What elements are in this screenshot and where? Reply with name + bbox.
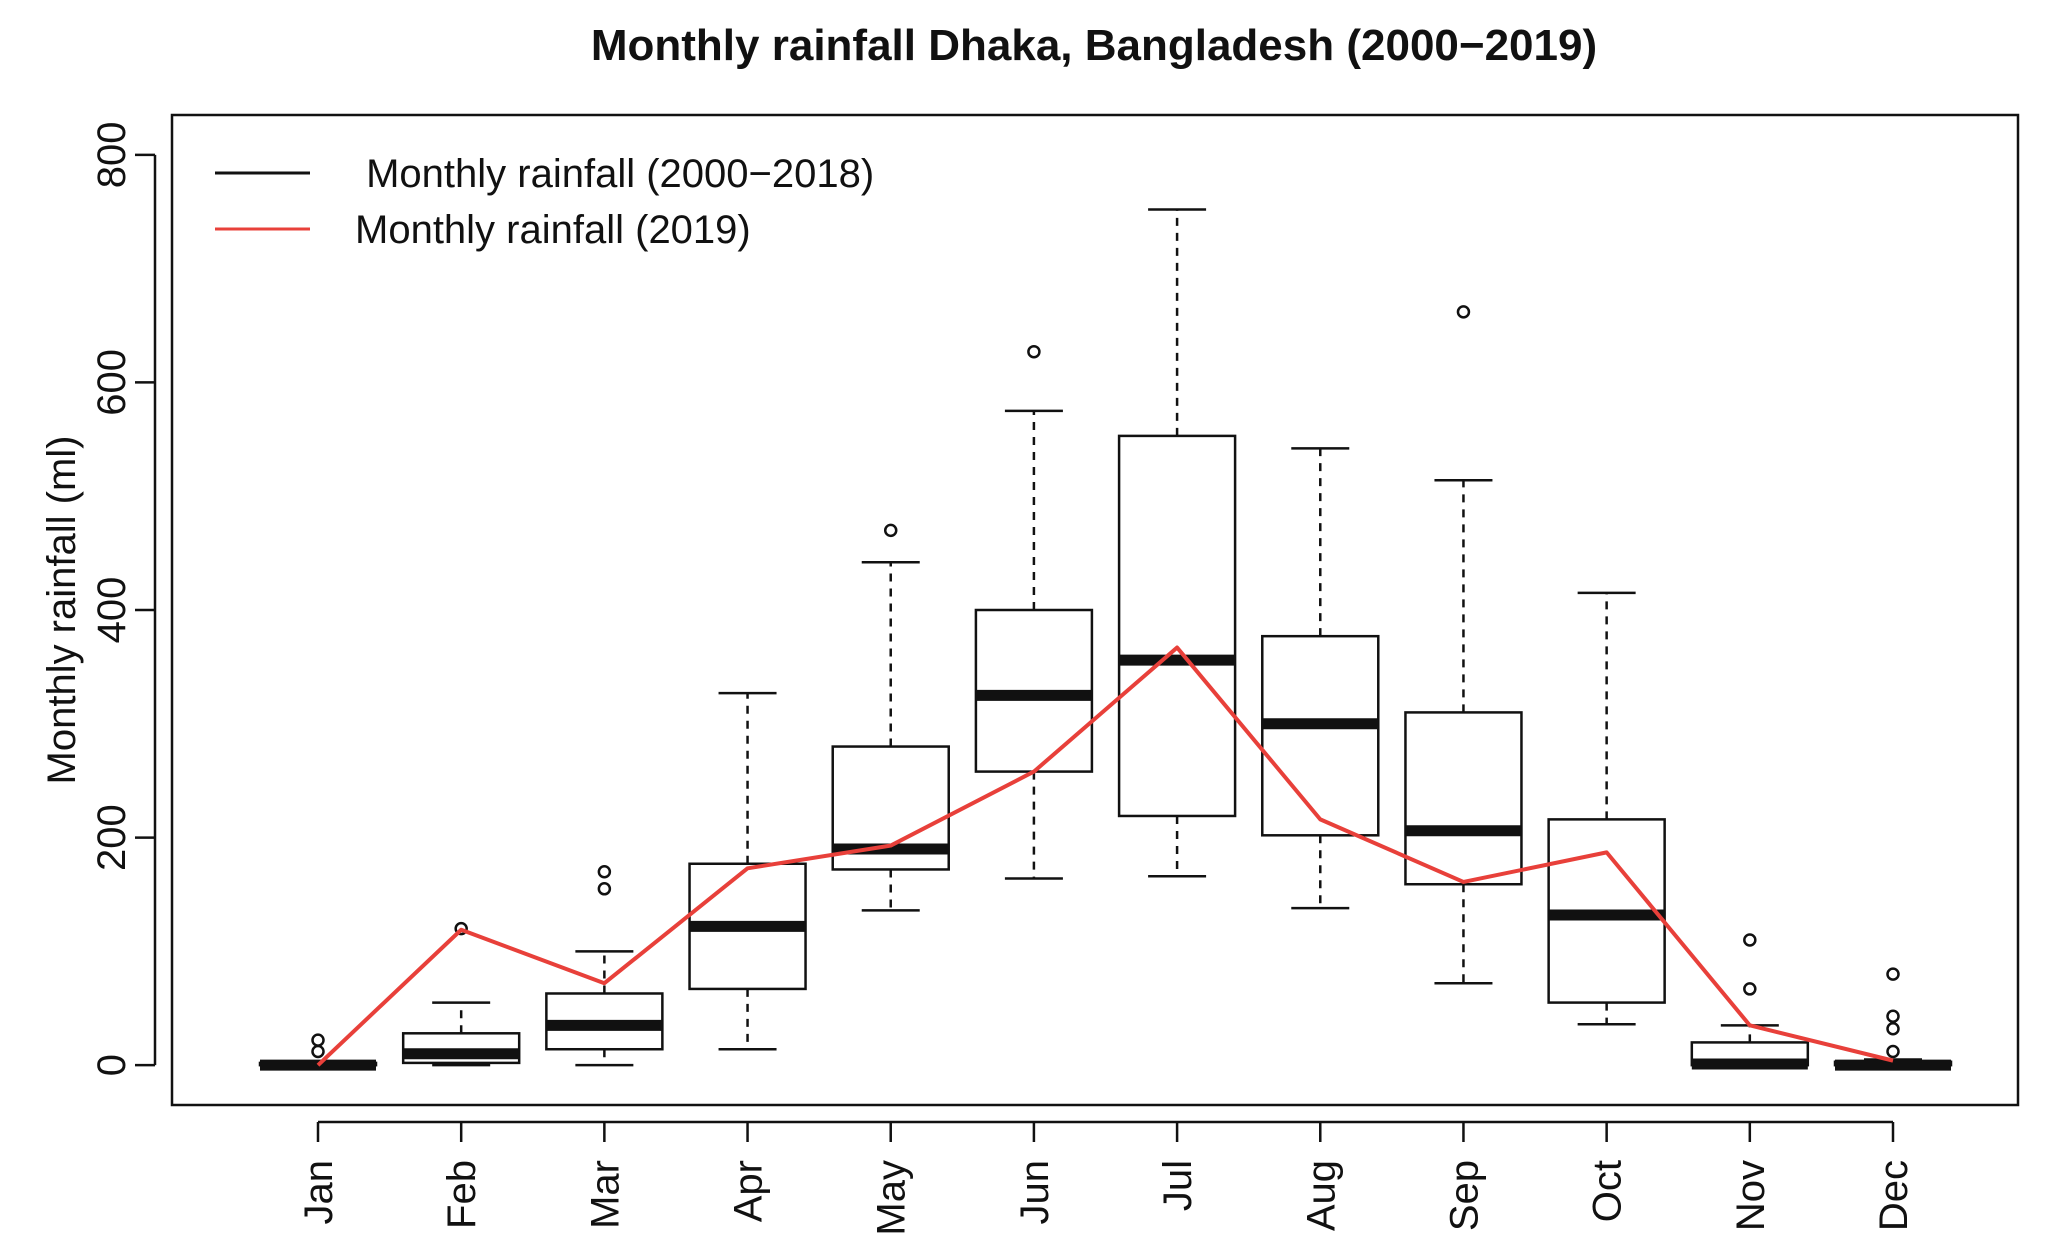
boxplot-jul <box>1117 208 1237 878</box>
boxplot-sep <box>1404 305 1523 985</box>
boxplot-mar <box>545 864 664 1067</box>
x-tick-label-sep: Sep <box>1442 1160 1486 1231</box>
outlier-point <box>1886 1009 1900 1023</box>
x-tick-label-mar: Mar <box>583 1160 627 1229</box>
outlier-point <box>454 921 468 936</box>
x-tick-label-jul: Jul <box>1156 1160 1200 1211</box>
x-tick-label-aug: Aug <box>1299 1160 1343 1231</box>
y-tick-label: 200 <box>90 804 134 871</box>
y-tick-label: 400 <box>90 577 134 644</box>
plot-frame <box>170 113 2020 1107</box>
iqr-box <box>1404 711 1523 886</box>
boxplot-jun <box>974 344 1094 880</box>
outlier-point <box>1886 967 1900 981</box>
outlier-point <box>597 864 612 879</box>
y-tick-label: 800 <box>90 121 134 188</box>
iqr-box <box>831 745 950 871</box>
boxplot-jan <box>258 1033 378 1071</box>
x-tick-label-oct: Oct <box>1586 1160 1630 1222</box>
series-line-2019 <box>316 645 1894 1067</box>
outlier-point <box>597 882 612 896</box>
outlier-point <box>1886 1022 1900 1036</box>
iqr-box <box>1117 434 1237 818</box>
legend-label-boxplot: Monthly rainfall (2000−2018) <box>355 152 874 196</box>
boxplot-aug <box>1261 447 1380 910</box>
iqr-box <box>401 1032 521 1065</box>
y-tick-label: 600 <box>90 349 134 416</box>
x-tick-label-feb: Feb <box>440 1160 484 1229</box>
boxplot-may <box>831 523 950 912</box>
outlier-point <box>311 1044 325 1059</box>
x-tick-label-may: May <box>870 1160 914 1236</box>
boxplot-feb <box>401 921 521 1067</box>
outlier-point <box>1886 1044 1900 1059</box>
chart-title: Monthly rainfall Dhaka, Bangladesh (2000… <box>591 21 1597 70</box>
iqr-box <box>1261 634 1380 837</box>
x-tick-label-jun: Jun <box>1013 1160 1057 1225</box>
x-tick-label-nov: Nov <box>1729 1160 1773 1231</box>
legend-label-2019: Monthly rainfall (2019) <box>355 208 751 252</box>
outlier-point <box>1027 344 1041 359</box>
boxplot-nov <box>1690 933 1810 1070</box>
outlier-point <box>1743 933 1757 947</box>
y-axis-label: Monthly rainfall (ml) <box>40 436 84 785</box>
y-tick-label: 0 <box>90 1054 134 1076</box>
outlier-point <box>311 1033 325 1047</box>
chart-marks: 0 200 400 600 800 Jan Feb Mar Apr May Jun Jul Aug Sep… <box>90 121 1953 1236</box>
boxplot-apr <box>688 691 807 1051</box>
legend: Monthly rainfall (2000−2018) Monthly rain… <box>215 152 874 252</box>
x-tick-label-apr: Apr <box>727 1160 771 1222</box>
boxplot-oct <box>1547 591 1666 1026</box>
outlier-point <box>1743 982 1757 996</box>
x-tick-label-dec: Dec <box>1872 1160 1916 1231</box>
outlier-point <box>1456 305 1471 319</box>
outlier-point <box>883 523 898 538</box>
x-tick-label-jan: Jan <box>297 1160 341 1225</box>
